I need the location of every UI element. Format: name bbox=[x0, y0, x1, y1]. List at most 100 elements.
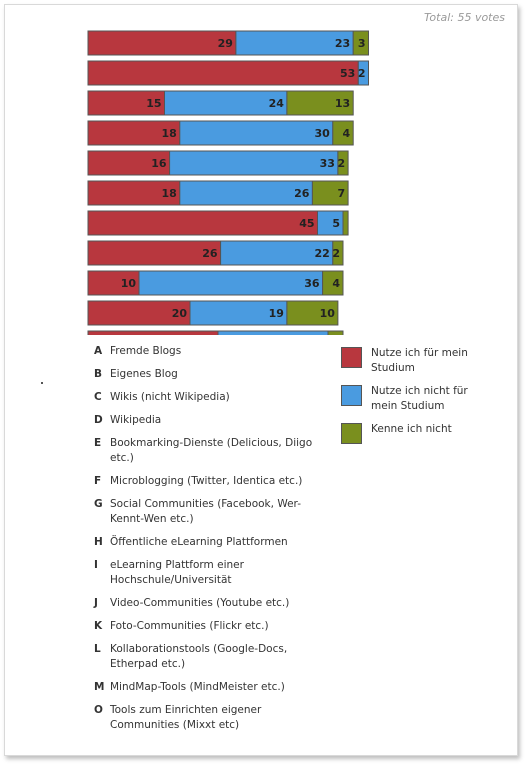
legend-label-used: Nutze ich für mein Studium bbox=[371, 347, 468, 374]
bar-value-label: 4 bbox=[332, 277, 340, 290]
bar-segment-c-used bbox=[87, 90, 165, 116]
bar-value-label: 19 bbox=[269, 307, 284, 320]
category-letter: O bbox=[94, 704, 103, 716]
bar-segment-clipped bbox=[327, 330, 344, 335]
category-letter: B bbox=[94, 368, 103, 380]
bar-value-label: 4 bbox=[343, 127, 351, 140]
bar-segment-g-unknown bbox=[342, 210, 349, 236]
bar-value-label: 13 bbox=[335, 97, 350, 110]
category-item-h: H Öffentliche eLearning Plattformen bbox=[94, 535, 334, 550]
category-letter: D bbox=[94, 414, 103, 426]
bar-segment-a-used bbox=[87, 30, 237, 56]
category-label: Fremde Blogs bbox=[110, 345, 182, 357]
category-label: Öffentliche eLearning Plattformen bbox=[110, 536, 288, 548]
category-item-c: C Wikis (nicht Wikipedia) bbox=[94, 390, 334, 405]
bar-value-label: 29 bbox=[218, 37, 233, 50]
bar-value-label: 20 bbox=[172, 307, 188, 320]
bar-segment-a-unknown bbox=[352, 30, 370, 56]
bar-segment-e-unknown bbox=[337, 150, 349, 176]
chart-legend: Nutze ich für mein Studium Nutze ich nic… bbox=[341, 346, 491, 452]
category-item-m: M MindMap-Tools (MindMeister etc.) bbox=[94, 680, 334, 695]
bar-value-label: 45 bbox=[299, 217, 314, 230]
bar-segment-i-not-used bbox=[138, 270, 324, 296]
bar-value-label: 7 bbox=[337, 187, 345, 200]
category-item-o: O Tools zum Einrichten eigener Communitie… bbox=[94, 703, 334, 733]
bar-value-label: 15 bbox=[146, 97, 161, 110]
category-letter: I bbox=[94, 559, 98, 571]
category-letter: E bbox=[94, 437, 102, 449]
bar-segment-j-unknown bbox=[286, 300, 339, 326]
bar-value-label: 36 bbox=[304, 277, 320, 290]
category-list: A Fremde Blogs B Eigenes Blog C Wikis (nicht … bbox=[94, 344, 334, 733]
bar-value-label: 26 bbox=[294, 187, 310, 200]
bar-value-label: 10 bbox=[121, 277, 137, 290]
bar-segment-f-unknown bbox=[311, 180, 349, 206]
bar-segment-c-unknown bbox=[286, 90, 354, 116]
category-item-g: G Social Communities (Facebook, Wer-Kennt… bbox=[94, 497, 334, 527]
bar-value-label: 10 bbox=[320, 307, 336, 320]
bar-segment-h-unknown bbox=[332, 240, 344, 266]
bar-segment-e-not-used bbox=[169, 150, 339, 176]
category-label: Foto-Communities (Flickr etc.) bbox=[110, 620, 269, 632]
category-letter: F bbox=[94, 475, 102, 487]
bar-value-label: 2 bbox=[332, 247, 340, 260]
bar-segment-b-not-used bbox=[357, 60, 369, 86]
bar-segment-b-used bbox=[87, 60, 359, 86]
bar-value-label: 2 bbox=[337, 157, 345, 170]
bar-segment-d-used bbox=[87, 120, 181, 146]
legend-item-not-used: Nutze ich nicht für mein Studium bbox=[341, 384, 491, 414]
category-letter: G bbox=[94, 498, 103, 510]
legend-item-unknown: Kenne ich nicht bbox=[341, 422, 491, 444]
bar-segment-j-used bbox=[87, 300, 191, 326]
category-letter: C bbox=[94, 391, 102, 403]
bar-segment-i-unknown bbox=[322, 270, 344, 296]
legend-swatch-used bbox=[341, 347, 362, 368]
bar-segment-clipped bbox=[87, 330, 219, 335]
bar-value-label: 3 bbox=[358, 37, 366, 50]
total-votes: Total: 55 votes bbox=[424, 11, 505, 24]
category-label: Kollaborationstools (Google-Docs, Etherp… bbox=[110, 643, 288, 670]
category-item-j: J Video-Communities (Youtube etc.) bbox=[94, 596, 334, 611]
category-label: Microblogging (Twitter, Identica etc.) bbox=[110, 475, 303, 487]
category-label: Bookmarking-Dienste (Delicious, Diigo et… bbox=[110, 437, 313, 464]
legend-item-used: Nutze ich für mein Studium bbox=[341, 346, 491, 376]
bar-segment-clipped bbox=[217, 330, 329, 335]
bar-segment-h-used bbox=[87, 240, 222, 266]
bar-segment-f-not-used bbox=[179, 180, 313, 206]
poll-results-panel: Total: 55 votes 29 23 3 53 2 15 24 13 18 30 4 16 33 2… bbox=[4, 4, 518, 756]
bar-segment-i-used bbox=[87, 270, 140, 296]
legend-swatch-not-used bbox=[341, 385, 362, 406]
category-item-l: L Kollaborationstools (Google-Docs, Ether… bbox=[94, 642, 334, 672]
bar-segment-d-not-used bbox=[179, 120, 334, 146]
bar-value-label: 24 bbox=[269, 97, 285, 110]
legend-swatch-unknown bbox=[341, 423, 362, 444]
bar-value-label: 16 bbox=[151, 157, 167, 170]
bar-value-label: 18 bbox=[161, 127, 176, 140]
stray-dot bbox=[41, 382, 43, 384]
category-item-k: K Foto-Communities (Flickr etc.) bbox=[94, 619, 334, 634]
category-letter: A bbox=[94, 345, 103, 357]
category-item-d: D Wikipedia bbox=[94, 413, 334, 428]
legend-label-not-used: Nutze ich nicht für mein Studium bbox=[371, 385, 468, 412]
category-letter: K bbox=[94, 620, 103, 632]
bar-segment-e-used bbox=[87, 150, 171, 176]
bar-value-label: 30 bbox=[314, 127, 330, 140]
bar-value-label: 22 bbox=[314, 247, 329, 260]
bar-segment-c-not-used bbox=[164, 90, 288, 116]
bar-value-label: 18 bbox=[161, 187, 176, 200]
category-item-a: A Fremde Blogs bbox=[94, 344, 334, 359]
bar-value-label: 53 bbox=[340, 67, 355, 80]
bar-segment-g-not-used bbox=[317, 210, 344, 236]
category-label: Social Communities (Facebook, Wer-Kennt-… bbox=[110, 498, 301, 525]
category-letter: M bbox=[94, 681, 105, 693]
category-item-e: E Bookmarking-Dienste (Delicious, Diigo e… bbox=[94, 436, 334, 466]
legend-label-unknown: Kenne ich nicht bbox=[371, 423, 452, 435]
category-item-f: F Microblogging (Twitter, Identica etc.) bbox=[94, 474, 334, 489]
bar-value-label: 23 bbox=[335, 37, 350, 50]
bar-value-label: 2 bbox=[358, 67, 366, 80]
bar-segment-d-unknown bbox=[332, 120, 354, 146]
category-label: Wikipedia bbox=[110, 414, 162, 426]
category-label: MindMap-Tools (MindMeister etc.) bbox=[110, 681, 285, 693]
